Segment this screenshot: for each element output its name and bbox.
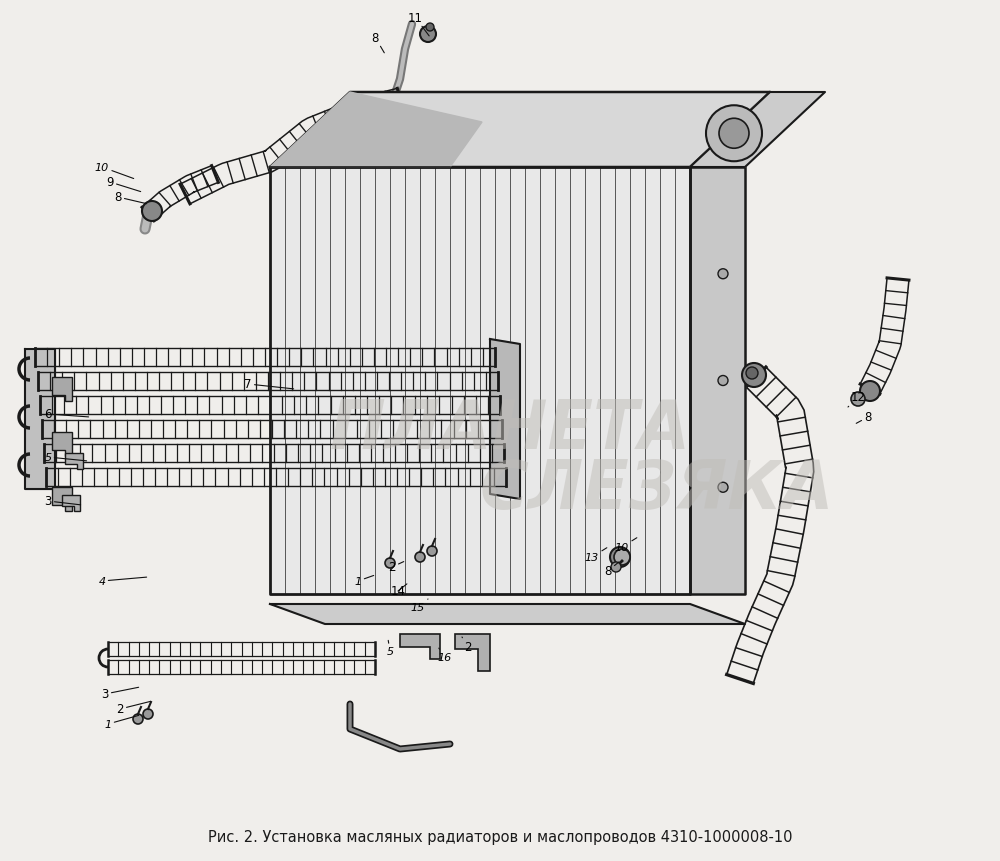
Text: 11: 11 (408, 11, 429, 37)
Text: 3: 3 (44, 495, 81, 508)
Text: 8: 8 (371, 32, 384, 53)
Circle shape (706, 106, 762, 162)
Circle shape (611, 562, 621, 573)
Text: ПЛАНЕТА: ПЛАНЕТА (330, 397, 691, 462)
Text: 8: 8 (114, 191, 147, 204)
Circle shape (385, 558, 395, 568)
Polygon shape (690, 93, 825, 168)
Text: 7: 7 (244, 378, 294, 391)
Circle shape (426, 24, 434, 32)
Circle shape (415, 553, 425, 562)
Circle shape (427, 547, 437, 556)
Text: 14: 14 (391, 585, 407, 598)
Text: 4: 4 (98, 576, 147, 586)
Text: 8: 8 (604, 562, 619, 578)
Polygon shape (400, 635, 440, 660)
Text: 10: 10 (95, 163, 134, 179)
Circle shape (742, 363, 766, 387)
Circle shape (614, 549, 630, 566)
Polygon shape (270, 604, 745, 624)
Text: 2: 2 (388, 561, 404, 573)
Text: 9: 9 (106, 177, 141, 192)
Polygon shape (52, 378, 72, 401)
Circle shape (718, 483, 728, 492)
Text: 13: 13 (585, 548, 607, 562)
Polygon shape (270, 93, 482, 168)
Circle shape (860, 381, 880, 401)
Polygon shape (52, 487, 72, 511)
Text: Рис. 2. Установка масляных радиаторов и маслопроводов 4310-1000008-10: Рис. 2. Установка масляных радиаторов и … (208, 829, 792, 845)
Circle shape (133, 714, 143, 724)
Text: 1: 1 (354, 576, 374, 586)
Polygon shape (690, 168, 745, 594)
Polygon shape (270, 93, 770, 168)
Circle shape (746, 368, 758, 380)
Text: 8: 8 (856, 411, 872, 424)
Circle shape (719, 119, 749, 149)
Polygon shape (270, 168, 690, 594)
Circle shape (610, 548, 630, 567)
Polygon shape (52, 432, 72, 456)
Text: 16: 16 (438, 648, 452, 662)
Polygon shape (490, 339, 520, 499)
Circle shape (718, 376, 728, 386)
Text: 1: 1 (104, 715, 139, 729)
Text: 5: 5 (386, 641, 394, 656)
Circle shape (718, 269, 728, 280)
Text: 10: 10 (615, 538, 637, 553)
Circle shape (142, 201, 162, 222)
Polygon shape (455, 635, 490, 672)
Circle shape (420, 27, 436, 43)
Text: 3: 3 (101, 687, 139, 701)
Text: 15: 15 (411, 599, 428, 612)
Text: 5: 5 (44, 453, 87, 462)
Circle shape (851, 393, 865, 406)
Text: СЛЕЗЯКА: СЛЕЗЯКА (480, 456, 834, 523)
Circle shape (143, 709, 153, 719)
Text: 6: 6 (44, 408, 89, 421)
Polygon shape (65, 454, 83, 469)
Polygon shape (62, 495, 80, 511)
Polygon shape (25, 350, 55, 489)
Text: 12: 12 (848, 391, 866, 407)
Text: 2: 2 (116, 702, 151, 715)
Text: 2: 2 (462, 637, 472, 653)
